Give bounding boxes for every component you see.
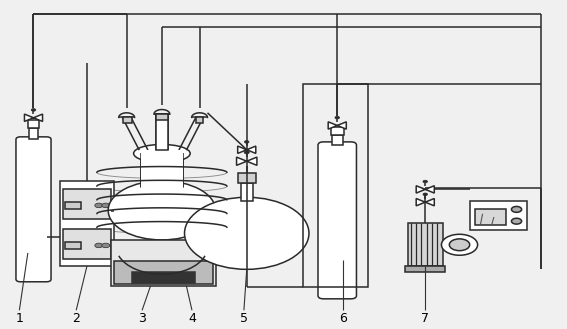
Bar [60, 181, 114, 266]
Circle shape [511, 218, 522, 224]
Bar [28, 128, 39, 139]
Circle shape [449, 239, 469, 251]
Circle shape [244, 151, 249, 154]
FancyBboxPatch shape [16, 137, 51, 282]
Bar [470, 201, 527, 230]
Bar [156, 114, 168, 120]
Bar [114, 261, 213, 284]
Bar [141, 150, 183, 187]
Polygon shape [24, 114, 43, 121]
Bar [111, 240, 215, 286]
Circle shape [511, 206, 522, 212]
Circle shape [102, 203, 110, 208]
Bar [303, 84, 369, 287]
Circle shape [95, 203, 103, 208]
Circle shape [31, 109, 36, 111]
Bar [132, 272, 194, 283]
Circle shape [102, 243, 110, 248]
Text: 6: 6 [339, 312, 347, 325]
Bar [141, 159, 183, 187]
Circle shape [423, 193, 428, 196]
Polygon shape [416, 198, 434, 206]
Text: 5: 5 [240, 312, 248, 325]
Circle shape [244, 140, 249, 143]
FancyBboxPatch shape [318, 142, 357, 299]
Text: 4: 4 [188, 312, 196, 325]
Bar [65, 202, 81, 209]
Circle shape [95, 243, 103, 248]
Bar [64, 189, 111, 219]
Text: 7: 7 [421, 312, 429, 325]
Bar [238, 173, 256, 183]
Bar [64, 229, 111, 259]
Polygon shape [236, 157, 257, 165]
Bar [240, 183, 253, 201]
Polygon shape [416, 186, 434, 193]
Polygon shape [328, 122, 346, 129]
Polygon shape [238, 146, 256, 153]
Ellipse shape [134, 144, 190, 163]
Bar [332, 135, 342, 145]
Bar [28, 120, 40, 128]
Circle shape [184, 197, 309, 269]
Bar [408, 223, 443, 266]
Bar [405, 266, 445, 272]
Bar [123, 117, 132, 123]
Bar [475, 209, 506, 225]
Text: 3: 3 [138, 312, 146, 325]
Text: 2: 2 [72, 312, 80, 325]
Bar [141, 181, 183, 212]
Circle shape [442, 234, 477, 255]
Ellipse shape [108, 181, 215, 240]
Circle shape [335, 116, 340, 119]
Bar [156, 114, 168, 150]
Bar [196, 117, 203, 123]
Text: 1: 1 [15, 312, 23, 325]
Bar [331, 127, 344, 135]
Circle shape [423, 180, 428, 183]
Bar [65, 242, 81, 249]
